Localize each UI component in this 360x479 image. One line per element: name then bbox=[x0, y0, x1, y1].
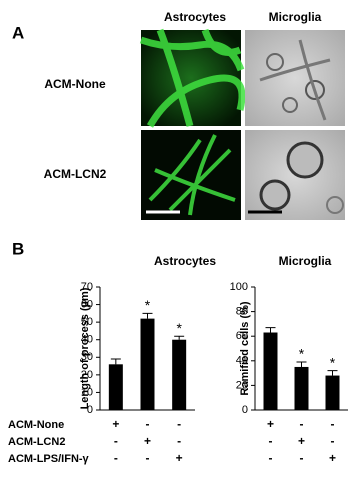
bar bbox=[294, 366, 309, 410]
condition-sign: - bbox=[114, 434, 118, 448]
significance-mark: * bbox=[145, 297, 151, 313]
condition-label: ACM-LPS/IFN-γ bbox=[8, 453, 90, 465]
significance-mark: * bbox=[176, 320, 182, 336]
chart-title: Microglia bbox=[279, 254, 332, 268]
condition-sign: - bbox=[300, 451, 304, 465]
condition-sign: + bbox=[176, 451, 183, 465]
condition-sign: + bbox=[267, 417, 274, 431]
bar bbox=[172, 339, 187, 410]
bar bbox=[325, 375, 340, 410]
column-header: Microglia bbox=[269, 10, 322, 24]
panel-label: A bbox=[12, 23, 24, 42]
y-tick-label: 0 bbox=[87, 404, 93, 416]
bar bbox=[263, 332, 278, 410]
condition-sign: + bbox=[112, 417, 119, 431]
micrograph bbox=[139, 28, 246, 128]
error-bar bbox=[296, 361, 307, 367]
condition-sign: + bbox=[329, 451, 336, 465]
y-tick-label: 40 bbox=[81, 334, 93, 346]
y-axis-label: Length of process (µm) bbox=[79, 287, 91, 409]
condition-sign: - bbox=[146, 451, 150, 465]
condition-label: ACM-None bbox=[8, 419, 64, 431]
error-bar bbox=[265, 327, 276, 333]
condition-sign: - bbox=[177, 434, 181, 448]
y-tick-label: 20 bbox=[236, 379, 248, 391]
condition-sign: - bbox=[114, 451, 118, 465]
y-axis-label: Ramified cells (%) bbox=[239, 301, 251, 395]
y-tick-label: 40 bbox=[236, 355, 248, 367]
y-tick-label: 0 bbox=[242, 404, 248, 416]
error-bar bbox=[142, 312, 153, 319]
condition-label: ACM-LCN2 bbox=[8, 436, 65, 448]
y-tick-label: 80 bbox=[236, 306, 248, 318]
significance-mark: * bbox=[330, 354, 336, 370]
row-label: ACM-None bbox=[44, 77, 106, 91]
bar bbox=[140, 318, 155, 410]
micrograph bbox=[245, 130, 345, 220]
panel-label: B bbox=[12, 239, 24, 258]
condition-sign: + bbox=[298, 434, 305, 448]
y-tick-label: 60 bbox=[236, 330, 248, 342]
condition-sign: - bbox=[146, 417, 150, 431]
condition-sign: - bbox=[331, 417, 335, 431]
bar bbox=[108, 364, 123, 410]
y-tick-label: 10 bbox=[81, 386, 93, 398]
condition-sign: - bbox=[331, 434, 335, 448]
condition-sign: - bbox=[269, 434, 273, 448]
micrograph bbox=[245, 30, 345, 126]
error-bar bbox=[327, 370, 338, 376]
row-label: ACM-LCN2 bbox=[44, 167, 107, 181]
y-tick-label: 50 bbox=[81, 316, 93, 328]
column-header: Astrocytes bbox=[164, 10, 226, 24]
error-bar bbox=[110, 358, 121, 365]
chart-title: Astrocytes bbox=[154, 254, 216, 268]
condition-sign: + bbox=[144, 434, 151, 448]
y-tick-label: 20 bbox=[81, 369, 93, 381]
condition-sign: - bbox=[269, 451, 273, 465]
y-tick-label: 60 bbox=[81, 298, 93, 310]
condition-sign: - bbox=[300, 417, 304, 431]
micrograph bbox=[141, 130, 241, 220]
error-bar bbox=[174, 335, 185, 340]
condition-sign: - bbox=[177, 417, 181, 431]
y-tick-label: 100 bbox=[230, 281, 248, 293]
y-tick-label: 30 bbox=[81, 351, 93, 363]
significance-mark: * bbox=[299, 346, 305, 362]
y-tick-label: 70 bbox=[81, 281, 93, 293]
